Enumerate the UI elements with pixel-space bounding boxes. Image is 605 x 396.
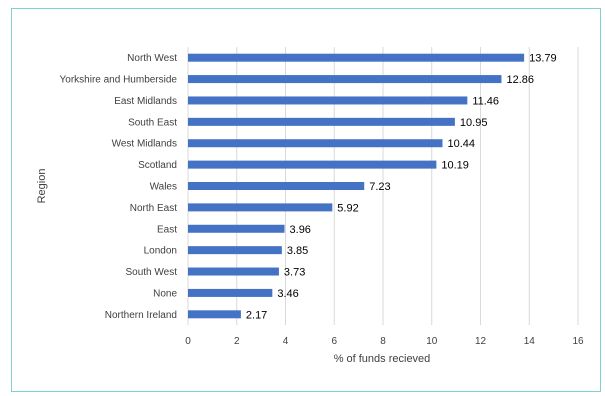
bar [188,224,285,233]
category-label: Wales [150,182,177,193]
bar [188,203,333,212]
category-label: Scotland [138,160,177,171]
value-label: 3.96 [290,224,311,236]
category-label: West Midlands [112,139,177,150]
bar [188,139,443,148]
value-label: 10.95 [460,117,488,129]
bar [188,246,282,255]
x-tick-label: 0 [185,336,191,347]
bar [188,160,437,169]
x-tick-label: 16 [572,336,584,347]
x-tick-label: 12 [475,336,487,347]
category-label: None [153,288,177,299]
x-tick-label: 8 [380,336,386,347]
category-label: North East [130,203,177,214]
category-label: Northern Ireland [105,310,177,321]
x-tick-labels: 0 2 4 6 8 10 12 14 16 [185,336,584,347]
bars [188,53,525,319]
value-label: 3.73 [284,267,305,279]
value-label: 11.46 [472,95,499,107]
y-axis-title: Region [36,169,48,204]
bar [188,267,279,276]
bar [188,96,468,105]
category-label: London [144,246,177,257]
category-label: Yorkshire and Humberside [60,75,178,86]
x-tick-label: 10 [426,336,438,347]
value-label: 5.92 [337,202,358,214]
value-label: 3.85 [287,245,308,257]
value-label: 2.17 [246,309,267,321]
value-label: 12.86 [506,74,534,86]
value-label: 10.19 [441,160,469,172]
bar [188,117,455,126]
category-label: North West [127,53,177,64]
bar [188,310,241,319]
x-tick-label: 14 [524,336,536,347]
x-tick-label: 6 [331,336,337,347]
value-labels: 13.79 12.86 11.46 10.95 10.44 10.19 7.23 5.92 3.… [246,53,557,322]
value-label: 13.79 [529,53,557,65]
bar [188,75,502,84]
category-label: South West [125,267,177,278]
category-label: East [157,224,177,235]
x-tick-label: 2 [234,336,240,347]
chart-frame [11,8,601,392]
bar [188,182,365,190]
category-label: East Midlands [114,96,177,107]
x-axis-title: % of funds recieved [334,353,431,365]
value-label: 10.44 [447,138,475,150]
x-tick-label: 4 [283,336,289,347]
value-label: 7.23 [369,181,390,193]
value-label: 3.46 [277,288,298,300]
gridlines [187,47,579,325]
bar [188,53,525,62]
bar [188,288,273,297]
category-label: South East [128,117,177,128]
category-labels: North West Yorkshire and Humberside East M… [60,53,178,321]
